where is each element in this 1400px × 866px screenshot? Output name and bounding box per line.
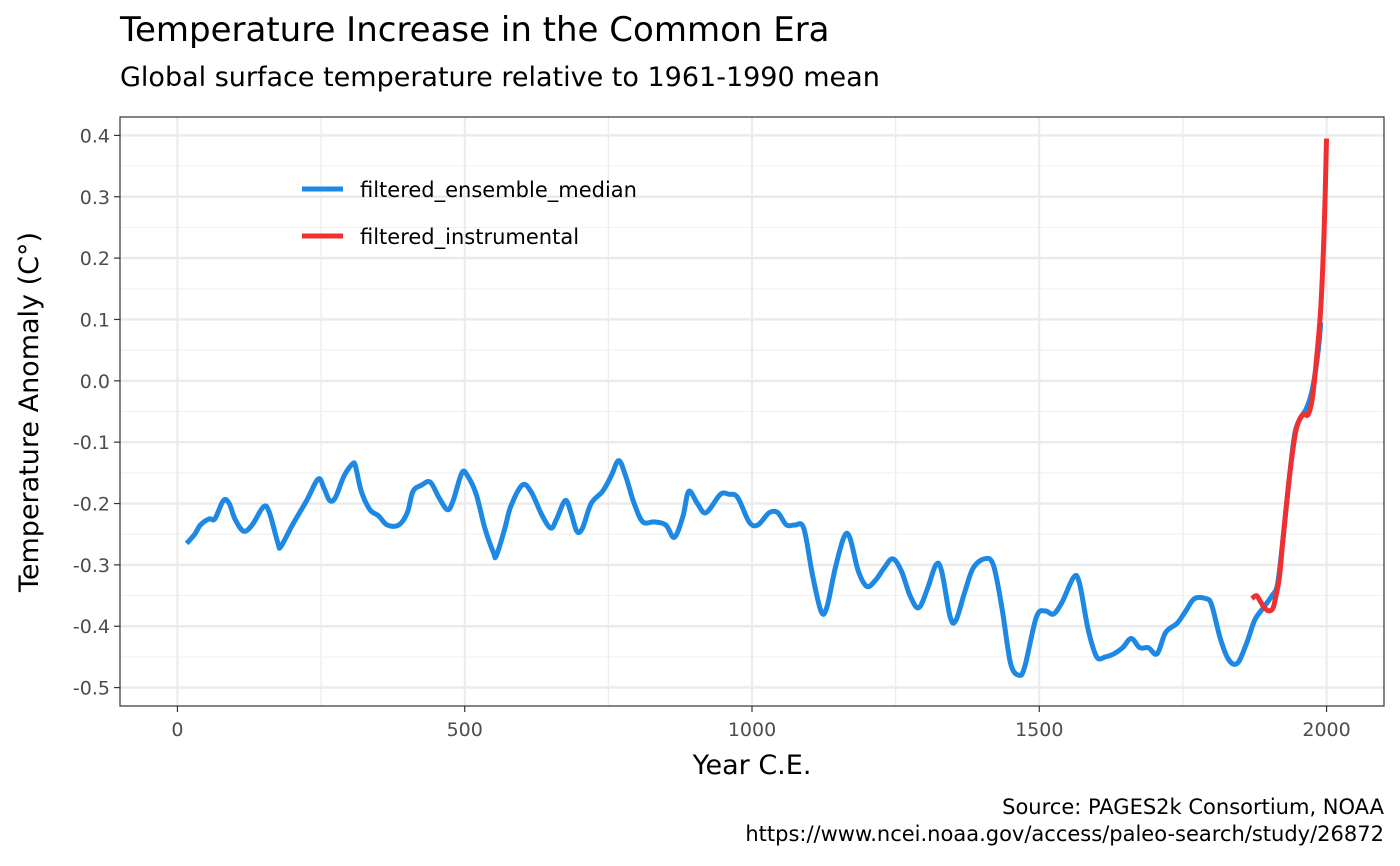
y-tick-label: 0.2 [80, 248, 110, 270]
caption-url: https://www.ncei.noaa.gov/access/paleo-s… [745, 822, 1384, 846]
y-tick-label: 0.1 [80, 309, 110, 331]
y-tick-label: 0.3 [80, 187, 110, 209]
x-tick-label: 2000 [1302, 719, 1350, 741]
y-tick-label: -0.5 [73, 678, 110, 700]
chart-subtitle: Global surface temperature relative to 1… [120, 62, 880, 93]
grid [120, 117, 1384, 706]
caption-source: Source: PAGES2k Consortium, NOAA [1002, 795, 1384, 819]
x-tick-label: 500 [447, 719, 483, 741]
y-tick-label: -0.2 [73, 494, 110, 516]
x-tick-label: 1500 [1015, 719, 1063, 741]
x-axis-ticks: 0 500 1000 1500 2000 [171, 706, 1351, 741]
series-lines [184, 138, 1329, 678]
y-tick-label: 0.0 [80, 371, 110, 393]
x-tick-label: 0 [171, 719, 183, 741]
y-axis-title: Temperature Anomaly (C°) [14, 232, 45, 593]
legend-label-filtered_instrumental: filtered_instrumental [360, 225, 579, 250]
legend-label-filtered_ensemble_median: filtered_ensemble_median [360, 178, 637, 203]
series-line-filtered_instrumental [1250, 138, 1329, 614]
y-tick-label: -0.3 [73, 555, 110, 577]
x-tick-label: 1000 [728, 719, 776, 741]
x-axis-title: Year C.E. [692, 750, 812, 781]
chart-title: Temperature Increase in the Common Era [120, 10, 830, 50]
y-axis-ticks: 0.4 0.3 0.2 0.1 0.0 -0.1 -0.2 -0.3 -0.4 -0.5 [73, 125, 120, 700]
y-tick-label: 0.4 [80, 125, 110, 147]
y-tick-label: -0.1 [73, 432, 110, 454]
y-tick-label: -0.4 [73, 616, 110, 638]
legend: filtered_ensemble_median filtered_instrum… [302, 178, 637, 250]
series-line-filtered_ensemble_median [184, 322, 1324, 678]
